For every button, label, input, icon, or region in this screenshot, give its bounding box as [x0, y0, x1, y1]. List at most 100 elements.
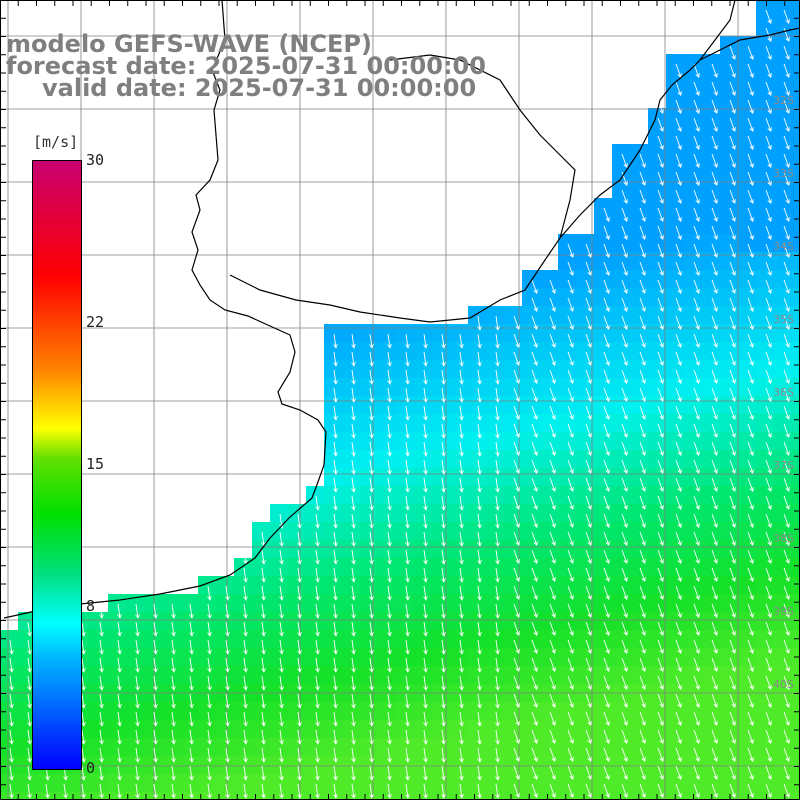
wind-arrow [441, 333, 446, 349]
speed-cell [756, 774, 775, 793]
speed-cell [0, 738, 19, 757]
speed-cell [270, 738, 289, 757]
wind-arrow [783, 81, 790, 97]
speed-cell [666, 90, 685, 109]
wind-arrow [117, 693, 122, 709]
wind-arrow [297, 711, 302, 727]
wind-arrow [333, 621, 338, 637]
speed-cell [666, 612, 685, 631]
speed-cell [756, 720, 775, 739]
speed-cell [378, 594, 397, 613]
speed-cell [558, 522, 577, 541]
wind-arrow [729, 621, 736, 637]
speed-cell [684, 648, 703, 667]
wind-arrow [639, 261, 646, 277]
speed-cell [612, 306, 631, 325]
speed-cell [666, 648, 685, 667]
wind-arrow [459, 603, 464, 619]
wind-arrow [693, 153, 700, 169]
wind-arrow [711, 207, 718, 223]
speed-cell [414, 630, 433, 649]
wind-arrow [315, 711, 320, 727]
speed-cell [450, 612, 469, 631]
wind-arrow [81, 621, 86, 637]
speed-cell [522, 396, 541, 415]
wind-arrow [657, 675, 664, 691]
speed-cell [198, 756, 217, 775]
wind-arrow [513, 603, 520, 619]
wind-arrow [675, 675, 682, 691]
speed-cell [360, 504, 379, 523]
wind-arrow [783, 369, 790, 385]
speed-cell [738, 432, 757, 451]
speed-cell [684, 360, 703, 379]
speed-cell [720, 180, 739, 199]
wind-arrow [729, 243, 736, 259]
speed-cell [522, 414, 541, 433]
speed-cell [684, 198, 703, 217]
wind-arrow [387, 333, 392, 349]
wind-arrow [765, 171, 772, 187]
speed-cell [342, 702, 361, 721]
speed-cell [594, 414, 613, 433]
speed-cell [432, 648, 451, 667]
wind-arrow [513, 675, 520, 691]
speed-cell [378, 738, 397, 757]
wind-arrow [567, 243, 574, 259]
speed-cell [720, 594, 739, 613]
speed-cell [432, 342, 451, 361]
wind-arrow [117, 711, 122, 727]
wind-arrow [387, 693, 392, 709]
speed-cell [288, 558, 307, 577]
speed-cell [594, 270, 613, 289]
speed-cell [90, 738, 109, 757]
wind-arrow [639, 387, 646, 403]
wind-arrow [405, 423, 410, 439]
speed-cell [558, 234, 577, 253]
speed-cell [558, 720, 577, 739]
speed-cell [270, 756, 289, 775]
wind-arrow [459, 639, 464, 655]
speed-cell [342, 414, 361, 433]
wind-arrow [711, 513, 718, 529]
speed-cell [630, 738, 649, 757]
wind-arrow [225, 657, 230, 673]
wind-arrow [297, 783, 302, 799]
wind-arrow [459, 729, 464, 745]
wind-arrow [693, 261, 700, 277]
wind-arrow [711, 639, 718, 655]
speed-cell [666, 162, 685, 181]
speed-cell [612, 468, 631, 487]
wind-arrow [693, 189, 700, 205]
speed-cell [288, 504, 307, 523]
wind-arrow [279, 783, 284, 799]
wind-arrow [495, 513, 500, 529]
wind-arrow [297, 639, 302, 655]
wind-arrow [459, 333, 464, 349]
speed-cell [792, 234, 800, 253]
speed-cell [486, 666, 505, 685]
speed-cell [522, 558, 541, 577]
speed-cell [198, 630, 217, 649]
speed-cell [396, 378, 415, 397]
wind-arrow [261, 711, 266, 727]
wind-arrow [369, 369, 374, 385]
speed-cell [378, 720, 397, 739]
wind-arrow [27, 765, 32, 781]
speed-cell [720, 522, 739, 541]
speed-cell [594, 396, 613, 415]
speed-cell [432, 702, 451, 721]
speed-cell [486, 630, 505, 649]
speed-cell [630, 342, 649, 361]
wind-arrow [333, 495, 338, 511]
speed-cell [234, 648, 253, 667]
speed-cell [504, 432, 523, 451]
speed-cell [342, 630, 361, 649]
speed-cell [504, 792, 523, 800]
speed-cell [522, 306, 541, 325]
speed-cell [792, 792, 800, 800]
speed-cell [558, 270, 577, 289]
wind-arrow [567, 675, 574, 691]
wind-arrow [549, 567, 556, 583]
wind-arrow [675, 225, 682, 241]
